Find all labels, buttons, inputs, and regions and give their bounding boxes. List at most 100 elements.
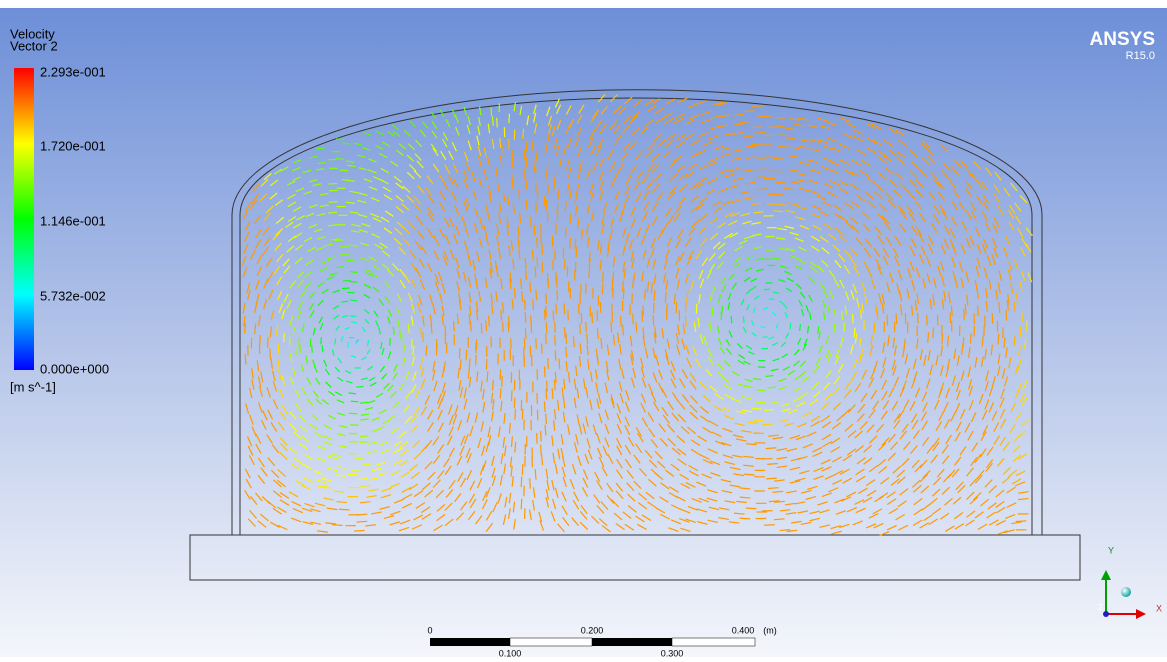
vector	[752, 408, 762, 409]
vector	[555, 335, 556, 346]
vector	[546, 389, 547, 400]
vector	[515, 409, 516, 420]
vector	[740, 518, 751, 519]
vector	[547, 381, 548, 392]
triad-ball	[1121, 587, 1131, 597]
vector	[400, 330, 401, 339]
vector	[321, 337, 322, 344]
vector	[754, 133, 765, 134]
triad-label: Z	[1098, 603, 1103, 612]
vector	[469, 358, 470, 369]
vector	[757, 189, 768, 190]
vector	[421, 328, 422, 338]
vector	[853, 314, 854, 324]
vector	[487, 371, 488, 382]
vector	[530, 282, 531, 293]
vector	[772, 171, 783, 172]
vector	[349, 413, 357, 414]
viewport: Velocity Vector 2 2.293e-001 1.720e-001 …	[0, 0, 1167, 657]
vector	[546, 306, 547, 317]
vector	[554, 380, 555, 391]
vector	[769, 299, 775, 300]
vector	[552, 388, 553, 399]
vector	[536, 338, 537, 349]
color-bar	[14, 68, 34, 370]
vector	[774, 118, 785, 119]
vector	[790, 323, 791, 329]
vector	[515, 442, 516, 453]
triad-label: Y	[1108, 545, 1114, 555]
scale-segment	[592, 638, 672, 646]
vector	[525, 312, 526, 323]
vector	[335, 339, 336, 345]
vector	[743, 317, 744, 323]
vector	[752, 144, 763, 145]
vector	[731, 316, 732, 323]
vector	[548, 185, 549, 196]
vector	[766, 478, 777, 479]
scale-segment	[510, 638, 592, 646]
vector	[580, 323, 581, 334]
vector	[284, 333, 285, 343]
vector	[611, 322, 612, 333]
vector	[535, 469, 536, 480]
scale-label: 0.300	[661, 648, 684, 657]
scale-segment	[672, 638, 755, 646]
vector	[978, 306, 979, 317]
vector	[555, 372, 556, 383]
legend-unit: [m s^-1]	[10, 379, 56, 394]
vector	[351, 401, 359, 402]
vector	[800, 324, 801, 331]
legend-label: 1.146e-001	[40, 213, 106, 228]
vector	[575, 238, 576, 249]
vector	[773, 211, 783, 212]
vector	[544, 366, 545, 377]
vector	[545, 425, 546, 436]
vector	[536, 290, 537, 301]
vector	[773, 158, 784, 159]
vector	[998, 334, 999, 345]
legend-variable: Vector 2	[10, 38, 58, 53]
vector	[964, 309, 965, 320]
vector	[597, 328, 598, 339]
vector	[502, 376, 503, 387]
vector	[354, 531, 365, 532]
vector	[942, 334, 943, 345]
triad-label: X	[1156, 603, 1162, 613]
vector	[722, 306, 723, 314]
triad-z-axis	[1103, 611, 1109, 617]
vector	[774, 126, 785, 127]
vector	[512, 158, 513, 169]
vector	[524, 299, 525, 310]
vector	[493, 116, 494, 125]
vector	[1006, 310, 1007, 321]
vector	[854, 327, 855, 337]
vector	[752, 106, 763, 107]
vector	[1022, 311, 1023, 321]
legend-label: 5.732e-002	[40, 288, 106, 303]
vector	[559, 359, 560, 370]
vector	[553, 311, 554, 322]
vector	[621, 316, 622, 327]
vector	[470, 321, 471, 332]
vector	[764, 289, 770, 290]
scale-label: 0.200	[581, 625, 604, 635]
vector	[576, 247, 577, 258]
vector	[573, 336, 574, 347]
scale-label: 0.100	[499, 648, 522, 657]
vector	[357, 521, 368, 522]
vector	[755, 169, 766, 170]
vector	[533, 299, 534, 310]
vector	[636, 322, 637, 333]
vector	[546, 293, 547, 304]
vector	[772, 194, 783, 195]
legend-label: 0.000e+000	[40, 361, 109, 376]
top-band	[0, 0, 1167, 8]
vector	[1016, 521, 1027, 522]
vector	[270, 348, 271, 359]
legend-label: 2.293e-001	[40, 64, 106, 79]
vector	[951, 306, 952, 317]
vector	[603, 272, 604, 283]
legend-label: 1.720e-001	[40, 138, 106, 153]
vector	[491, 108, 492, 117]
